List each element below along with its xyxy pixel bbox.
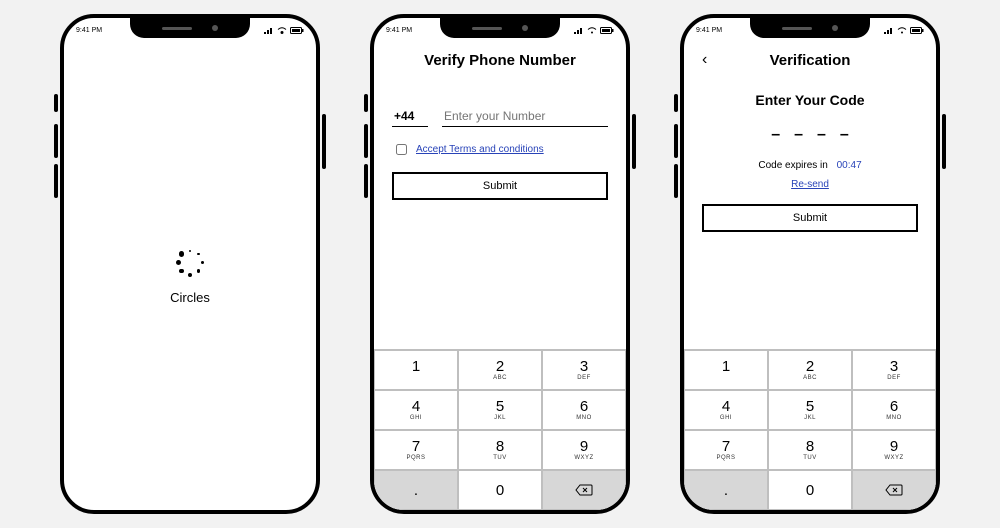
expiry-time: 00:47	[837, 160, 862, 171]
keypad-key-7[interactable]: 7PQRS	[374, 430, 458, 470]
keypad-backspace[interactable]	[852, 470, 936, 510]
terms-row[interactable]: Accept Terms and conditions	[392, 141, 608, 158]
keypad-key-3[interactable]: 3DEF	[852, 350, 936, 390]
keypad-key-5[interactable]: 5JKL	[768, 390, 852, 430]
wifi-icon	[277, 27, 287, 34]
keypad-key-4[interactable]: 4GHI	[684, 390, 768, 430]
signal-icon	[264, 27, 274, 34]
subtitle: Enter Your Code	[702, 92, 918, 108]
back-button[interactable]: ‹	[702, 51, 707, 69]
keypad-key-9[interactable]: 9WXYZ	[852, 430, 936, 470]
app-name: Circles	[170, 290, 210, 305]
expiry-text: Code expires in 00:47	[702, 160, 918, 171]
keypad-key-0[interactable]: 0	[458, 470, 542, 510]
page-title: Verification	[770, 52, 851, 69]
status-time: 9:41 PM	[386, 27, 412, 34]
page-title: Verify Phone Number	[424, 52, 576, 69]
battery-icon	[910, 27, 924, 34]
keypad-backspace[interactable]	[542, 470, 626, 510]
keypad-key-7[interactable]: 7PQRS	[684, 430, 768, 470]
code-slot: –	[817, 126, 826, 144]
numeric-keypad: 1 2ABC3DEF 4GHI5JKL6MNO 7PQRS8TUV9WXYZ.0	[374, 349, 626, 510]
code-slot: –	[794, 126, 803, 144]
status-indicators	[574, 27, 614, 34]
phone-number-input[interactable]	[442, 106, 608, 127]
status-time: 9:41 PM	[696, 27, 722, 34]
keypad-key-5[interactable]: 5JKL	[458, 390, 542, 430]
keypad-key-2[interactable]: 2ABC	[458, 350, 542, 390]
status-indicators	[264, 27, 304, 34]
code-entry[interactable]: ––––	[702, 126, 918, 144]
resend-link[interactable]: Re-send	[791, 179, 829, 190]
loading-spinner	[175, 248, 205, 278]
country-code-input[interactable]	[392, 106, 428, 127]
battery-icon	[290, 27, 304, 34]
keypad-key-3[interactable]: 3DEF	[542, 350, 626, 390]
notch	[750, 18, 870, 38]
expiry-label: Code expires in	[758, 160, 827, 171]
keypad-key-6[interactable]: 6MNO	[852, 390, 936, 430]
wifi-icon	[587, 27, 597, 34]
keypad-key-1[interactable]: 1	[684, 350, 768, 390]
status-time: 9:41 PM	[76, 27, 102, 34]
submit-button[interactable]: Submit	[392, 172, 608, 200]
signal-icon	[884, 27, 894, 34]
phone-verification-code: 9:41 PM ‹ Verification Enter Your Code –…	[680, 14, 940, 514]
phone-splash: 9:41 PM Circles	[60, 14, 320, 514]
keypad-key-6[interactable]: 6MNO	[542, 390, 626, 430]
keypad-key-0[interactable]: 0	[768, 470, 852, 510]
terms-link[interactable]: Accept Terms and conditions	[416, 144, 544, 155]
keypad-key-1[interactable]: 1	[374, 350, 458, 390]
keypad-key-dot[interactable]: .	[684, 470, 768, 510]
keypad-key-4[interactable]: 4GHI	[374, 390, 458, 430]
code-slot: –	[771, 126, 780, 144]
terms-checkbox[interactable]	[396, 144, 407, 155]
numeric-keypad: 1 2ABC3DEF 4GHI5JKL6MNO 7PQRS8TUV9WXYZ.0	[684, 349, 936, 510]
signal-icon	[574, 27, 584, 34]
battery-icon	[600, 27, 614, 34]
backspace-icon	[885, 484, 903, 496]
keypad-key-dot[interactable]: .	[374, 470, 458, 510]
backspace-icon	[575, 484, 593, 496]
keypad-key-8[interactable]: 8TUV	[458, 430, 542, 470]
keypad-key-2[interactable]: 2ABC	[768, 350, 852, 390]
keypad-key-8[interactable]: 8TUV	[768, 430, 852, 470]
notch	[440, 18, 560, 38]
submit-button[interactable]: Submit	[702, 204, 918, 232]
phone-verify-number: 9:41 PM Verify Phone Number Accept Te	[370, 14, 630, 514]
wifi-icon	[897, 27, 907, 34]
status-indicators	[884, 27, 924, 34]
notch	[130, 18, 250, 38]
keypad-key-9[interactable]: 9WXYZ	[542, 430, 626, 470]
code-slot: –	[840, 126, 849, 144]
